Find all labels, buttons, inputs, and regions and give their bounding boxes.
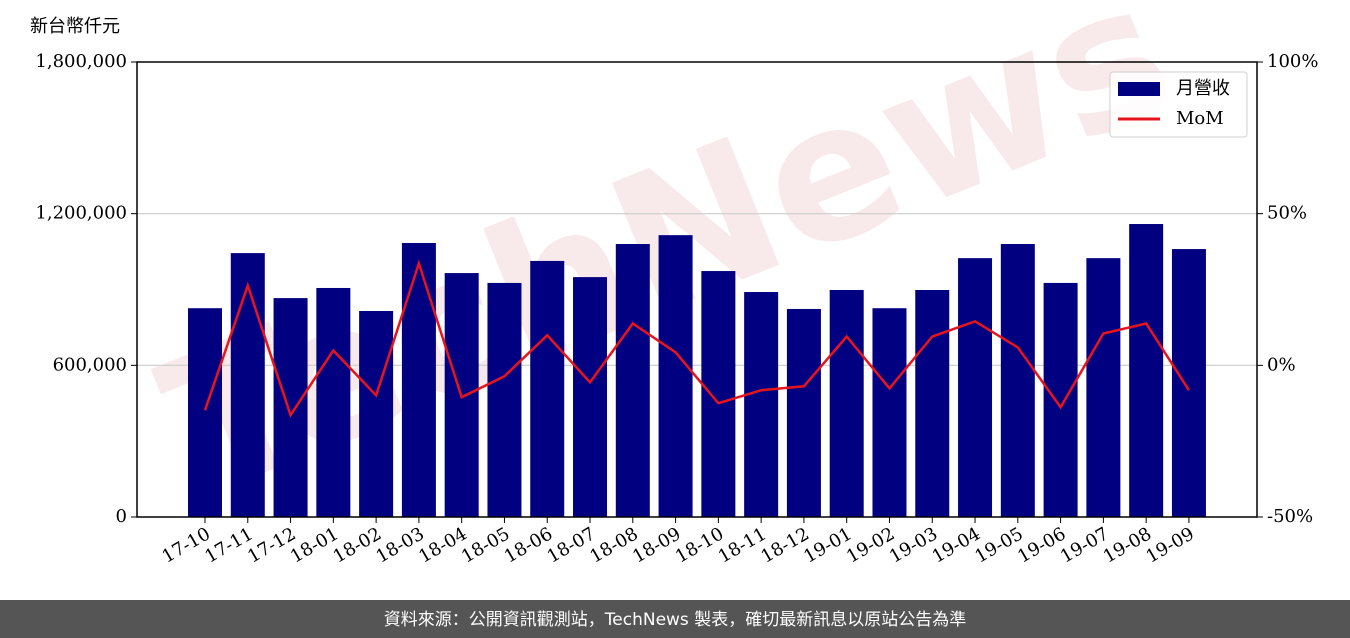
bar — [1043, 282, 1078, 517]
bar — [1086, 258, 1121, 517]
y2-tick-label: 100% — [1267, 51, 1318, 72]
y-tick-label: 600,000 — [53, 354, 127, 375]
footer: 資料來源：公開資訊觀測站，TechNews 製表，確切最新訊息以原站公告為準 — [384, 610, 966, 630]
legend-label: MoM — [1176, 108, 1224, 129]
x-tick-label: 19-03 — [886, 523, 941, 567]
x-tick-label: 18-07 — [544, 523, 599, 567]
mom-line — [203, 259, 1190, 418]
x-tick-label: 18-12 — [757, 523, 812, 567]
bar — [701, 271, 736, 517]
bar — [273, 298, 308, 517]
y2-tick-label: 50% — [1267, 203, 1307, 224]
bar — [316, 287, 351, 517]
x-tick-label: 18-02 — [330, 523, 385, 567]
bar — [401, 242, 436, 517]
x-tick-label: 19-09 — [1143, 523, 1198, 567]
x-tick-label: 18-01 — [287, 523, 342, 567]
bar — [487, 282, 522, 517]
x-tick-label: 19-05 — [971, 523, 1026, 567]
bar — [573, 277, 608, 517]
x-tick-label: 19-08 — [1100, 523, 1155, 567]
x-tick-label: 19-07 — [1057, 523, 1112, 567]
bar — [786, 308, 821, 517]
plot-frame — [136, 61, 1258, 518]
bar — [958, 258, 993, 517]
bar — [615, 244, 650, 517]
x-tick-label: 18-06 — [501, 523, 556, 567]
x-tick-label: 17-10 — [159, 523, 214, 567]
bar — [188, 308, 222, 517]
y2-tick-label: -50% — [1267, 506, 1313, 527]
x-tick-label: 19-02 — [843, 523, 898, 567]
bar — [915, 290, 950, 517]
x-tick-label: 18-11 — [715, 523, 770, 567]
y-tick-label: 1,800,000 — [35, 51, 127, 72]
y-tick-label: 0 — [116, 506, 127, 527]
legend-label: 月營收 — [1176, 78, 1230, 99]
bar — [744, 292, 779, 517]
y2-tick-label: 0% — [1267, 354, 1296, 375]
x-tick-label: 19-06 — [1014, 523, 1069, 567]
x-tick-label: 17-12 — [244, 523, 299, 567]
bar — [1000, 244, 1035, 517]
bar — [230, 253, 265, 517]
x-tick-label: 19-01 — [800, 523, 855, 567]
bar — [1129, 224, 1164, 517]
y-axis-label: 新台幣仟元 — [30, 16, 120, 37]
legend-swatch — [1118, 82, 1160, 96]
bar — [530, 260, 565, 517]
x-tick-label: 18-04 — [415, 523, 470, 567]
bar — [359, 310, 394, 517]
x-tick-label: 18-09 — [629, 523, 684, 567]
bar — [1171, 249, 1206, 518]
x-tick-label: 18-10 — [672, 523, 727, 567]
bar — [829, 290, 864, 517]
bar — [658, 235, 693, 517]
footer-bar — [0, 600, 1350, 638]
x-tick-label: 18-05 — [458, 523, 513, 567]
x-tick-label: 18-08 — [586, 523, 641, 567]
x-tick-label: 18-03 — [372, 523, 427, 567]
x-tick-label: 19-04 — [929, 523, 984, 567]
y-tick-label: 1,200,000 — [35, 203, 127, 224]
bar — [872, 308, 907, 517]
